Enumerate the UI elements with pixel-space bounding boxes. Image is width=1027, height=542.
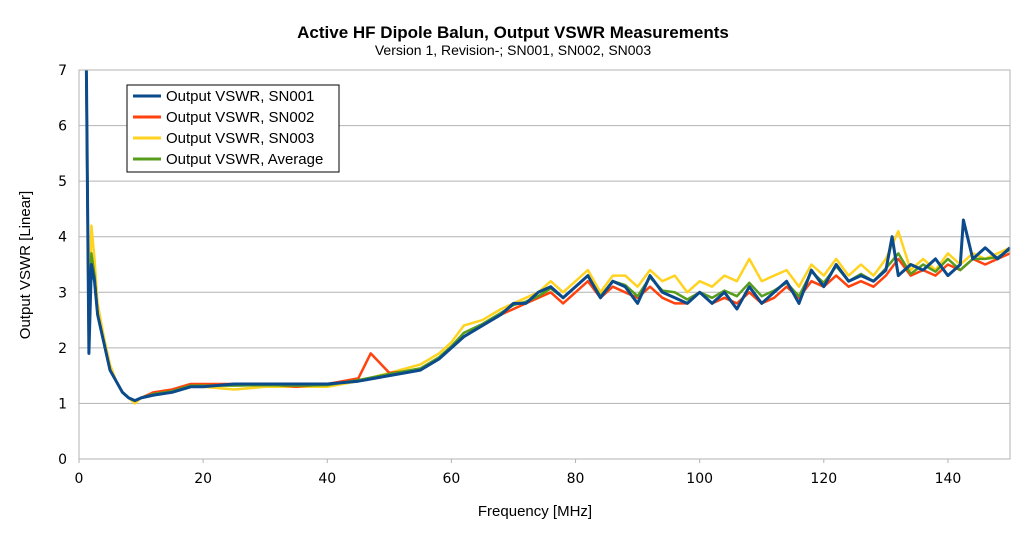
plot-area [84, 69, 1012, 405]
legend: Output VSWR, SN001 Output VSWR, SN002 Outp… [126, 84, 340, 173]
x-tick-label-2: 40 [318, 471, 336, 487]
chart-subtitle: Version 1, Revision-; SN001, SN002, SN00… [375, 42, 651, 58]
y-tick-label-1: 1 [58, 396, 67, 412]
x-tick-label-5: 100 [686, 471, 713, 487]
plot-frame [78, 69, 1011, 460]
y-tick-label-5: 5 [58, 174, 67, 190]
legend-label-0: Output VSWR, SN001 [166, 88, 314, 105]
y-tick-label-6: 6 [58, 119, 67, 135]
y-tick-label-3: 3 [58, 285, 67, 301]
x-tick-label-0: 0 [75, 471, 84, 487]
x-axis-ticks: 0 20 40 60 80 100 120 140 [75, 459, 962, 487]
y-axis-ticks: 0 1 2 3 4 5 6 7 [58, 63, 67, 468]
legend-label-1: Output VSWR, SN002 [166, 109, 314, 126]
y-tick-label-2: 2 [58, 341, 67, 357]
x-tick-label-4: 80 [567, 471, 585, 487]
y-tick-label-7: 7 [58, 63, 67, 79]
series-line-0 [84, 69, 1012, 403]
x-tick-label-1: 20 [194, 471, 212, 487]
y-axis-label: Output VSWR [Linear] [17, 191, 34, 339]
x-axis-label: Frequency [MHz] [478, 503, 592, 520]
legend-label-3: Output VSWR, Average [166, 151, 323, 168]
legend-box [126, 84, 340, 173]
x-tick-label-6: 120 [810, 471, 837, 487]
legend-label-2: Output VSWR, SN003 [166, 130, 314, 147]
y-tick-label-4: 4 [58, 230, 67, 246]
y-tick-label-0: 0 [58, 452, 67, 468]
x-tick-label-3: 60 [442, 471, 460, 487]
x-tick-label-7: 140 [935, 471, 962, 487]
chart-title: Active HF Dipole Balun, Output VSWR Meas… [297, 23, 729, 42]
